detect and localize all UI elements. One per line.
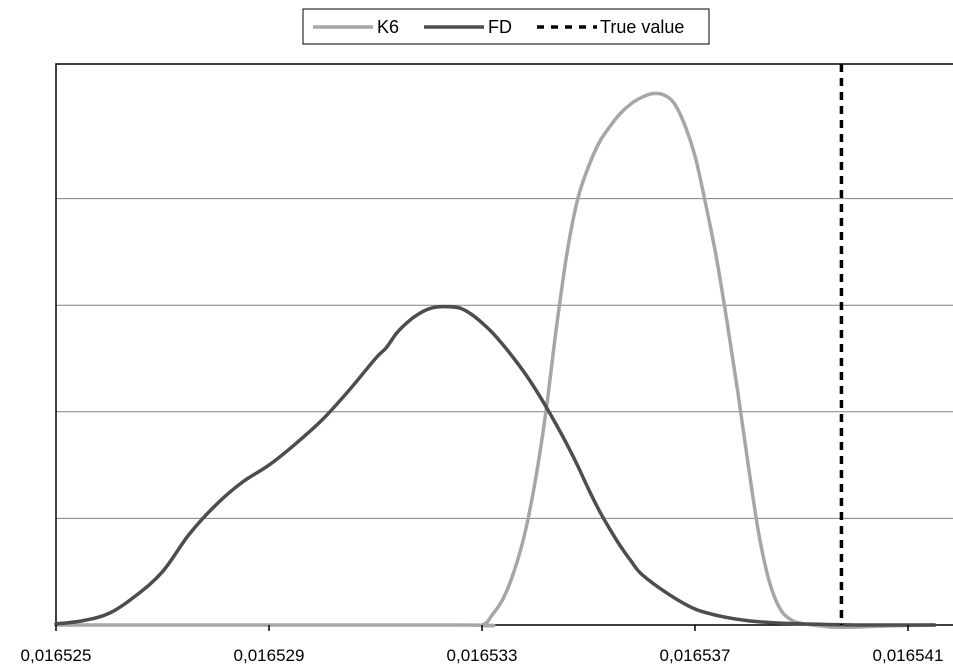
plot-area-frame [55,63,953,626]
x-tick-label: 0,016541 [873,646,944,665]
legend-label-fd: FD [488,17,512,37]
x-tick-label: 0,016537 [660,646,731,665]
x-axis: 0,016525 0,016529 0,016533 0,016537 0,016541 [21,625,944,665]
legend-label-k6: K6 [377,17,399,37]
series-line-fd [54,304,937,627]
x-tick-label: 0,016533 [447,646,518,665]
legend: K6 FD True value [302,8,710,45]
series-line-k6 [54,91,937,630]
x-tick-label: 0,016525 [21,646,92,665]
series-group [54,64,937,630]
gridlines [56,198,953,519]
x-tick-label: 0,016529 [234,646,305,665]
legend-label-true-value: True value [600,17,684,37]
